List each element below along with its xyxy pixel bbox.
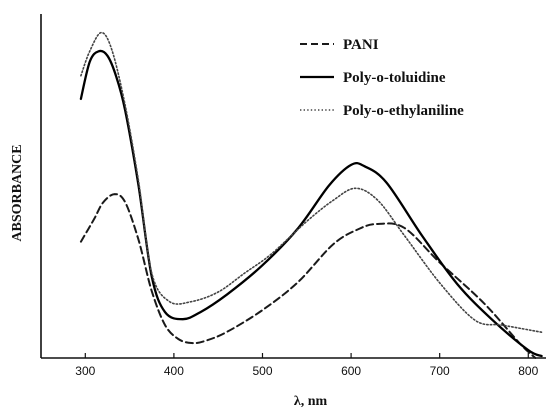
legend-label-pani: PANI (343, 37, 379, 53)
x-tick-label-400: 400 (164, 364, 184, 378)
series-lines (79, 31, 543, 359)
x-ticks: 300 400 500 600 700 800 (75, 353, 539, 378)
legend-label-poly-o-toluidine: Poly-o-toluidine (343, 70, 446, 86)
x-axis-title: λ, nm (294, 394, 328, 409)
series-line-poly-o-toluidine (79, 49, 543, 358)
legend-label-poly-o-ethylaniline: Poly-o-ethylaniline (343, 103, 464, 119)
x-tick-label-800: 800 (518, 364, 538, 378)
x-tick-label-600: 600 (341, 364, 361, 378)
x-tick-label-500: 500 (252, 364, 272, 378)
plot-frame (40, 14, 546, 359)
y-axis-title: ABSORBANCE (10, 144, 25, 241)
legend: PANI Poly-o-toluidine Poly-o-ethylaniline (300, 37, 464, 119)
series-line-pani (79, 193, 537, 359)
x-tick-label-300: 300 (75, 364, 95, 378)
series-line-poly-o-ethylaniline (80, 31, 543, 333)
x-tick-label-700: 700 (430, 364, 450, 378)
